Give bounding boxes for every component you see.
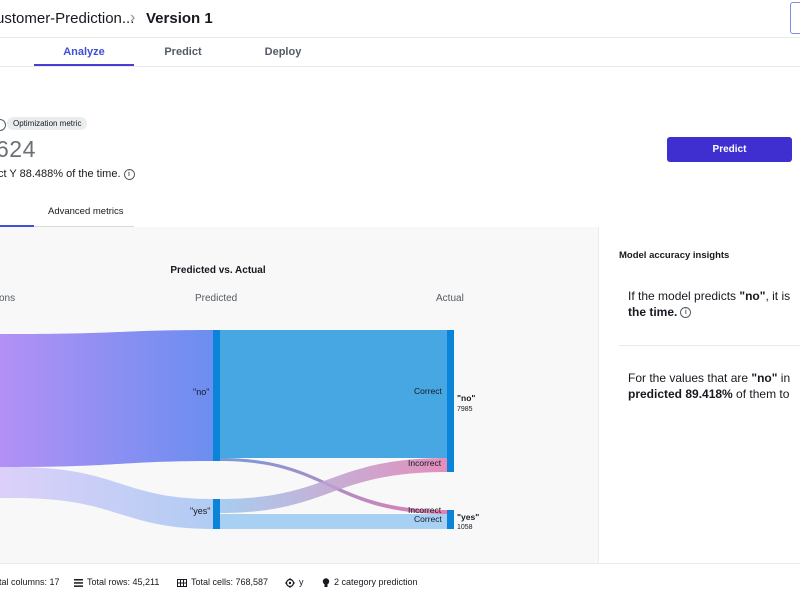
insight2-line2-bold: predicted 89.418% (628, 387, 733, 401)
total-rows-text: Total rows: 45,211 (87, 577, 160, 587)
insight-card-1: If the model predicts "no", it is the ti… (628, 288, 800, 320)
insight2-value: "no" (751, 371, 778, 385)
node-predicted-yes[interactable] (213, 499, 220, 529)
column-header-actual: Actual (436, 293, 464, 304)
node-predicted-no[interactable] (213, 330, 220, 461)
footer-model-type: 2 category prediction (322, 577, 418, 588)
tab-deploy[interactable]: Deploy (264, 46, 302, 58)
insight1-value: "no" (739, 289, 766, 303)
top-right-button[interactable] (790, 2, 800, 34)
model-name-breadcrumb[interactable]: ustomer-Prediction... (0, 10, 135, 27)
flow-label-yes-correct: Correct (414, 514, 443, 524)
tab-advanced-metrics[interactable]: Advanced metrics (48, 206, 124, 217)
flow-source-to-predicted-yes[interactable] (0, 467, 213, 529)
footer-total-cells: Total cells: 768,587 (177, 577, 268, 587)
actual-no-count: 7985 (457, 406, 473, 413)
insight2-prefix: For the values that are (628, 371, 752, 385)
column-header-source: ons (0, 293, 16, 304)
flow-label-no-incorrect: Incorrect (408, 505, 442, 515)
footer-divider (0, 563, 800, 564)
flow-yes-incorrect[interactable] (220, 458, 447, 513)
insight2-suffix: in (777, 371, 791, 385)
insight2-line2-rest: of them to (732, 387, 790, 401)
insights-title: Model accuracy insights (619, 250, 730, 261)
rows-icon (74, 578, 83, 587)
actual-yes-count: 1058 (457, 524, 473, 531)
predict-button[interactable]: Predict (667, 137, 792, 162)
total-cells-text: Total cells: 768,587 (191, 577, 269, 587)
flow-source-to-predicted-no[interactable] (0, 330, 213, 467)
flow-label-no-correct: Correct (414, 386, 443, 396)
flow-label-yes-incorrect: Incorrect (408, 458, 442, 468)
insight1-line2: the time. (628, 305, 678, 319)
chart-title: Predicted vs. Actual (170, 265, 266, 276)
node-actual-no[interactable] (447, 330, 454, 472)
flow-yes-correct[interactable] (220, 514, 447, 529)
tab-analyze[interactable]: Analyze (63, 46, 105, 58)
tab-predict[interactable]: Predict (164, 46, 202, 58)
metric-description: ct Y 88.488% of the time. i (0, 168, 135, 180)
model-type-text: 2 category prediction (334, 577, 418, 587)
breadcrumb-chevron-icon: › (130, 9, 136, 26)
version-title: Version 1 (146, 10, 213, 27)
sankey-chart[interactable]: "no" "yes" Correct Incorrect Incorrect C… (0, 320, 598, 540)
info-icon[interactable]: i (123, 168, 135, 180)
insight-card-2: For the values that are "no" in predicte… (628, 370, 800, 402)
lightbulb-icon (322, 577, 330, 587)
insight1-info-icon[interactable]: i (680, 307, 692, 319)
footer-target: y (285, 577, 304, 588)
metric-description-text: ct Y 88.488% of the time. (0, 168, 121, 180)
actual-no-label: "no" (457, 393, 475, 403)
active-subtab-indicator (0, 225, 34, 227)
header-divider (0, 37, 800, 38)
node-actual-yes[interactable] (447, 510, 454, 529)
insight-divider (619, 345, 800, 346)
column-header-predicted: Predicted (195, 293, 238, 304)
metric-value: 624 (0, 136, 36, 162)
actual-yes-label: "yes" (457, 512, 479, 522)
panel-divider (598, 227, 599, 563)
predicted-no-label: "no" (193, 387, 209, 397)
insight1-prefix: If the model predicts (628, 289, 740, 303)
tabs-divider (0, 66, 800, 67)
footer-total-columns: tal columns: 17 (0, 577, 60, 587)
metric-icon (0, 119, 6, 131)
flow-no-correct[interactable] (220, 330, 447, 458)
subtab-divider (34, 226, 134, 227)
optimization-metric-badge: Optimization metric (7, 117, 88, 130)
active-tab-indicator (34, 64, 134, 66)
footer-total-rows: Total rows: 45,211 (74, 577, 159, 587)
cells-icon (177, 578, 187, 587)
insight1-suffix: , it is (765, 289, 791, 303)
predicted-yes-label: "yes" (190, 506, 210, 516)
target-text: y (299, 577, 304, 587)
target-icon (285, 577, 295, 588)
